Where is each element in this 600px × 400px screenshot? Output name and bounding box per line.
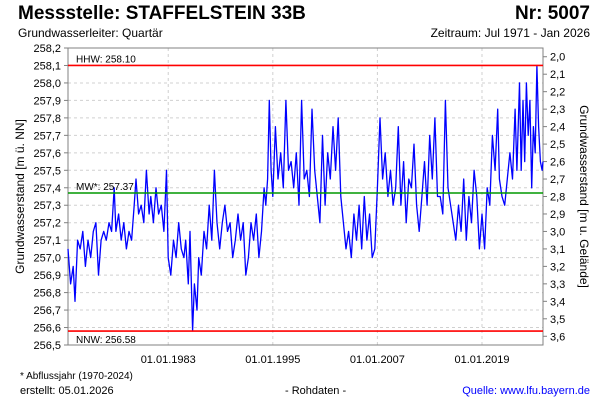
y-tick-label: 256,8 [33,288,61,300]
y-tick-label: 258,2 [33,43,61,55]
y-tick-label: 257,7 [33,130,61,142]
source-link[interactable]: Quelle: www.lfu.bayern.de [462,385,590,397]
y-tick-label: 257,9 [33,95,61,107]
y-tick-label: 257,2 [33,218,61,230]
reference-label-hhw: HHW: 258.10 [76,54,136,65]
y-tick-label: 257,5 [33,165,61,177]
y-right-tick-label: 3,6 [550,331,565,343]
y-tick-label: 256,9 [33,270,61,282]
x-tick-label: 01.01.2007 [350,354,405,366]
plot-border [67,47,544,346]
y-right-tick-label: 2,2 [550,87,565,99]
y-tick-label: 257,0 [33,253,61,265]
reference-label-nnw: NNW: 256.58 [76,335,136,346]
aquifer-label: Grundwasserleiter: Quartär [18,26,163,40]
y-right-tick-label: 2,6 [550,157,565,169]
x-tick-label: 01.01.2019 [454,354,509,366]
y-tick-label: 257,4 [33,183,61,195]
footnote: * Abflussjahr (1970-2024) [20,371,133,382]
rawdata-label: - Rohdaten - [285,385,347,397]
x-tick-label: 01.01.1983 [141,354,196,366]
y-tick-label: 257,1 [33,235,61,247]
y-right-tick-label: 3,5 [550,314,565,326]
y-tick-label: 257,3 [33,200,61,212]
y-right-tick-label: 2,0 [550,52,565,64]
y-tick-label: 258,1 [33,60,61,72]
y-right-axis-title: Grundwasserstand [m u. Gelände] [577,105,591,288]
y-right-tick-label: 3,1 [550,244,565,256]
period-label: Zeitraum: Jul 1971 - Jan 2026 [430,26,590,40]
reference-label-mw: MW*: 257.37 [76,182,134,193]
y-right-tick-label: 2,1 [550,69,565,81]
y-axis-title: Grundwasserstand [m ü. NN] [13,119,27,274]
x-tick-label: 01.01.1995 [245,354,300,366]
y-right-tick-label: 2,9 [550,209,565,221]
y-right-tick-label: 2,8 [550,192,565,204]
series-line-groundwater [67,64,544,332]
y-right-tick-label: 3,2 [550,261,565,273]
page-title: Messstelle: STAFFELSTEIN 33B [18,3,306,24]
y-tick-label: 256,6 [33,323,61,335]
station-number: Nr: 5007 [515,3,590,24]
y-right-tick-label: 2,4 [550,122,565,134]
y-right-tick-label: 2,5 [550,139,565,151]
y-tick-label: 256,5 [33,340,61,352]
y-right-tick-label: 2,7 [550,174,565,186]
y-tick-label: 257,8 [33,113,61,125]
y-tick-label: 258,0 [33,78,61,90]
y-right-tick-label: 3,4 [550,296,565,308]
y-right-tick-label: 3,3 [550,279,565,291]
created-date: erstellt: 05.01.2026 [20,385,114,397]
y-tick-label: 256,7 [33,305,61,317]
y-right-tick-label: 2,3 [550,104,565,116]
y-tick-label: 257,6 [33,148,61,160]
y-right-tick-label: 3,0 [550,226,565,238]
